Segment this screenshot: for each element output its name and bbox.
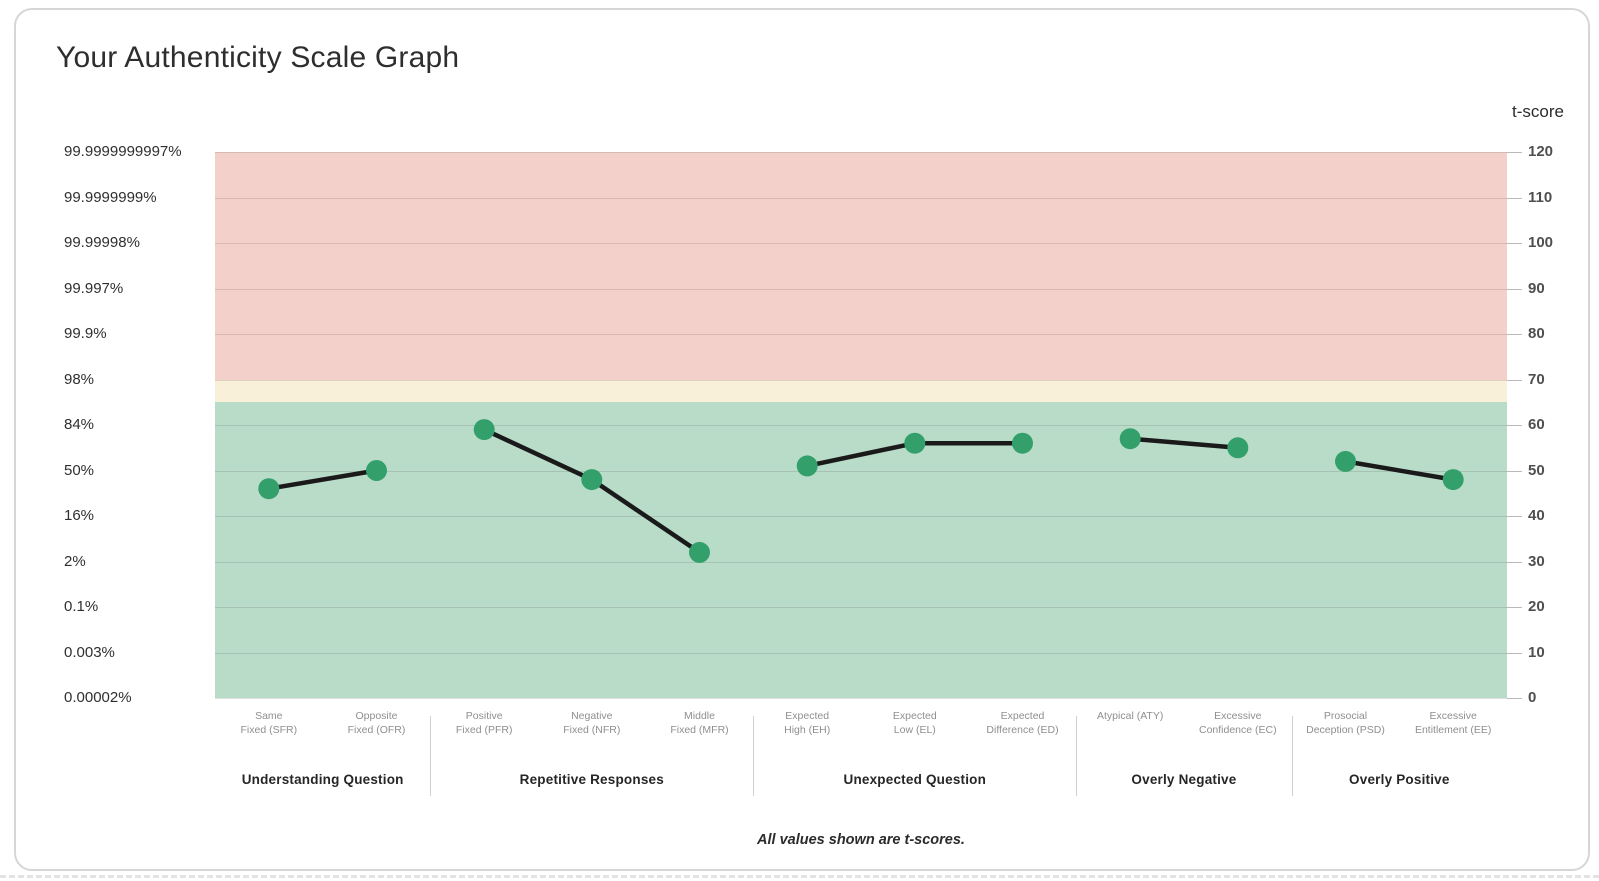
data-point-eh[interactable] [796,455,818,477]
right-axis-tick-t0 [1507,698,1522,699]
right-axis-label-t10: 10 [1528,643,1545,661]
left-axis-percentile-t20: 0.1% [64,598,99,615]
right-axis-tick-t80 [1507,334,1522,335]
data-point-pfr[interactable] [473,419,495,441]
x-tick-ed: Expected Difference (ED) [986,710,1059,736]
right-axis-tick-t90 [1507,288,1522,290]
group-title-overly-negative: Overly Negative [1131,772,1237,787]
chart-card: Your Authenticity Scale Graph t-score 12… [14,8,1590,871]
left-axis-percentile-t120: 99.9999999997% [64,143,182,160]
right-axis-tick-t30 [1507,561,1522,563]
page-title: Your Authenticity Scale Graph [56,41,460,74]
right-axis-tick-t120 [1507,152,1522,153]
data-point-mfr[interactable] [689,541,710,563]
series-line-understanding-question [266,468,379,491]
band-normal [215,402,1507,699]
data-point-el[interactable] [904,432,926,454]
right-axis-label-t80: 80 [1528,325,1545,342]
x-tick-el: Expected Low (EL) [892,710,937,736]
left-axis-percentile-t90: 99.997% [64,279,124,297]
left-axis-percentile-t80: 99.9% [64,325,107,342]
left-axis-percentile-t50: 50% [64,461,95,479]
right-axis-tick-t50 [1507,470,1522,472]
data-point-aty[interactable] [1119,428,1141,450]
x-tick-mfr: Middle Fixed (MFR) [670,710,729,736]
left-axis-percentile-t30: 2% [64,552,86,570]
x-tick-pfr: Positive Fixed (PFR) [455,710,513,736]
series-line-overly-negative [1127,436,1241,451]
right-axis-label-t40: 40 [1528,507,1545,524]
right-axis-label-t20: 20 [1528,598,1545,615]
left-axis-percentile-t40: 16% [64,507,95,524]
left-axis-percentile-t70: 98% [64,370,95,388]
data-point-ofr[interactable] [366,460,387,481]
x-tick-ec: Excessive Confidence (EC) [1198,710,1277,736]
gridline-t110 [215,197,1507,199]
gridline-t60 [215,425,1507,426]
right-axis-label-t0: 0 [1528,689,1537,706]
right-axis-tick-t20 [1507,607,1522,608]
data-point-ec[interactable] [1227,437,1249,459]
x-tick-psd: Prosocial Deception (PSD) [1306,710,1385,736]
chart-series-layer [258,419,1464,563]
data-point-sfr[interactable] [258,478,280,500]
left-axis-percentile-t100: 99.99998% [64,234,140,251]
right-axis-tick-t70 [1507,379,1522,381]
data-point-ed[interactable] [1012,432,1033,454]
x-tick-aty: Atypical (ATY) [1097,710,1164,722]
chart-footnote: All values shown are t-scores. [757,832,965,848]
left-axis-percentile-t10: 0.003% [64,643,115,661]
right-axis-label-t50: 50 [1528,461,1545,479]
right-axis-label-t100: 100 [1528,234,1554,251]
left-axis-percentile-t60: 84% [64,416,95,433]
right-axis-label-t120: 120 [1528,143,1554,160]
right-axis-label-t30: 30 [1528,552,1545,570]
series-line-overly-positive [1343,459,1456,482]
right-axis-tick-t100 [1507,243,1522,244]
gridline-t70 [215,379,1507,381]
group-divider-3 [1291,716,1293,796]
right-axis-label-t60: 60 [1528,416,1545,433]
group-title-overly-positive: Overly Positive [1349,772,1450,787]
series-line-repetitive-responses [481,427,702,555]
group-title-repetitive-responses: Repetitive Responses [519,772,664,787]
gridline-t50 [215,470,1507,472]
gridline-t100 [215,243,1507,244]
band-elevated [215,152,1507,380]
group-divider-1 [753,716,755,796]
right-axis-label-t110: 110 [1528,188,1553,206]
data-point-ee[interactable] [1442,469,1464,491]
data-point-psd[interactable] [1335,450,1356,472]
gridline-t40 [215,516,1507,517]
gridline-t10 [215,652,1507,654]
page-bottom-dashed-edge [0,875,1599,878]
group-title-unexpected-question: Unexpected Question [843,772,987,787]
band-caution [215,379,1507,403]
right-axis-label-t90: 90 [1528,279,1545,297]
gridline-t20 [215,607,1507,608]
right-axis-tick-t40 [1507,516,1522,517]
right-axis-tick-t110 [1507,197,1522,199]
right-axis-label-t70: 70 [1528,370,1545,388]
x-tick-eh: Expected High (EH) [784,710,831,736]
gridline-t0 [215,698,1507,699]
gridline-t120 [215,152,1507,153]
group-title-understanding-question: Understanding Question [241,772,404,787]
data-point-nfr[interactable] [581,469,603,491]
right-axis-title: t-score [1512,102,1564,121]
x-tick-sfr: Same Fixed (SFR) [240,710,298,736]
x-tick-ofr: Opposite Fixed (OFR) [347,710,406,736]
x-tick-nfr: Negative Fixed (NFR) [563,710,621,736]
gridline-t80 [215,334,1507,335]
right-axis-tick-t10 [1507,652,1522,654]
group-divider-2 [1076,716,1078,796]
left-axis-percentile-t110: 99.9999999% [64,188,157,206]
group-divider-0 [430,716,432,796]
x-tick-ee: Excessive Entitlement (EE) [1414,710,1492,736]
gridline-t30 [215,561,1507,563]
right-axis-tick-t60 [1507,425,1522,426]
left-axis-percentile-t0: 0.00002% [64,689,132,706]
gridline-t90 [215,288,1507,290]
